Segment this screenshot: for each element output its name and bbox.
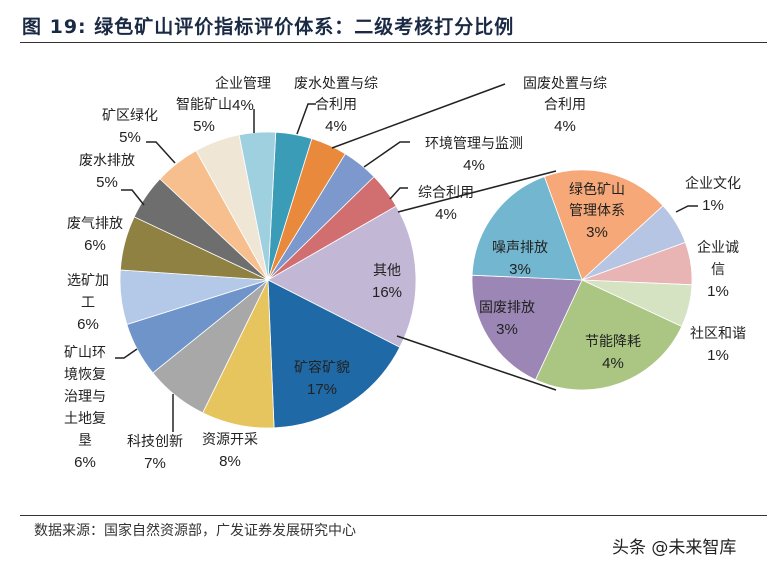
- leader-line: [675, 205, 698, 213]
- label-zaosheng-paifang: 噪声排放 3%: [492, 240, 548, 278]
- label-jieneng-jianghao: 节能降耗 4%: [585, 334, 641, 372]
- label-qita: 其他 16%: [371, 263, 403, 301]
- figure-title: 图 19: 绿色矿山评价指标评价体系：二级考核打分比例: [22, 16, 515, 38]
- source-note: 数据来源：国家自然资源部，广发证券发展研究中心: [34, 523, 356, 539]
- label-gufei-chuzhi: 固废处置与综合利用 4%: [523, 76, 607, 135]
- bottom-rule: [20, 515, 767, 516]
- leader-line: [389, 187, 408, 200]
- label-keji-chuangxin: 科技创新 7%: [127, 434, 183, 472]
- leader-line: [296, 103, 316, 135]
- pie-slice-0: [543, 169, 664, 281]
- leader-line: [121, 189, 145, 206]
- watermark: 头条 @未来智库: [612, 538, 737, 558]
- label-feishui-chuzhi: 废水处置与综合利用 4%: [294, 76, 378, 135]
- label-kuangshan-huanjing: 矿山环境恢复治理与土地复垦 6%: [64, 345, 106, 471]
- leader-lines: [115, 83, 698, 432]
- label-feishui-paifang: 废水排放 5%: [79, 153, 135, 191]
- label-zhineng-kuangshan: 智能矿山 5%: [176, 97, 232, 135]
- pie-slice-5: [267, 279, 401, 429]
- label-zonghe-liyong: 综合利用 4%: [418, 185, 474, 223]
- label-kuangqu-lvhua: 矿区绿化 5%: [102, 108, 158, 146]
- label-feiqi-paifang: 废气排放 6%: [67, 216, 123, 254]
- pie-slice-4: [267, 205, 417, 348]
- label-qiye-wenhua: 企业文化 1%: [685, 176, 741, 214]
- label-xuankuang-jiagong: 选矿加工 6%: [67, 273, 109, 333]
- pie-slice-5: [471, 274, 583, 381]
- pie-slice-6: [471, 176, 583, 281]
- label-ziyuan-kaicai: 资源开采 8%: [202, 432, 258, 470]
- connector-line-bottom: [396, 335, 557, 391]
- leader-line: [115, 348, 138, 359]
- label-qiye-guanli: 企业管理 4%: [215, 76, 271, 114]
- top-rule: [20, 42, 767, 43]
- secondary-pie: [471, 169, 693, 391]
- pie-slice-14: [238, 131, 277, 281]
- leader-line: [363, 141, 410, 168]
- label-qiye-chengxin: 企业诚信 1%: [697, 240, 739, 300]
- label-shequ-hexie: 社区和谐 1%: [690, 326, 746, 364]
- connector-line-top: [397, 170, 557, 213]
- label-kuangrong-kuangmao: 矿容矿貌 17%: [294, 360, 350, 398]
- label-huanjing-guanli: 环境管理与监测 4%: [425, 136, 523, 174]
- label-gufei-paifang: 固废排放 3%: [479, 300, 535, 338]
- label-lvse-kuangshan-guanli: 绿色矿山管理体系 3%: [569, 182, 625, 241]
- pie-slice-4: [534, 279, 683, 391]
- main-pie: [119, 131, 417, 429]
- leader-line: [146, 141, 176, 164]
- leader-line: [331, 83, 506, 149]
